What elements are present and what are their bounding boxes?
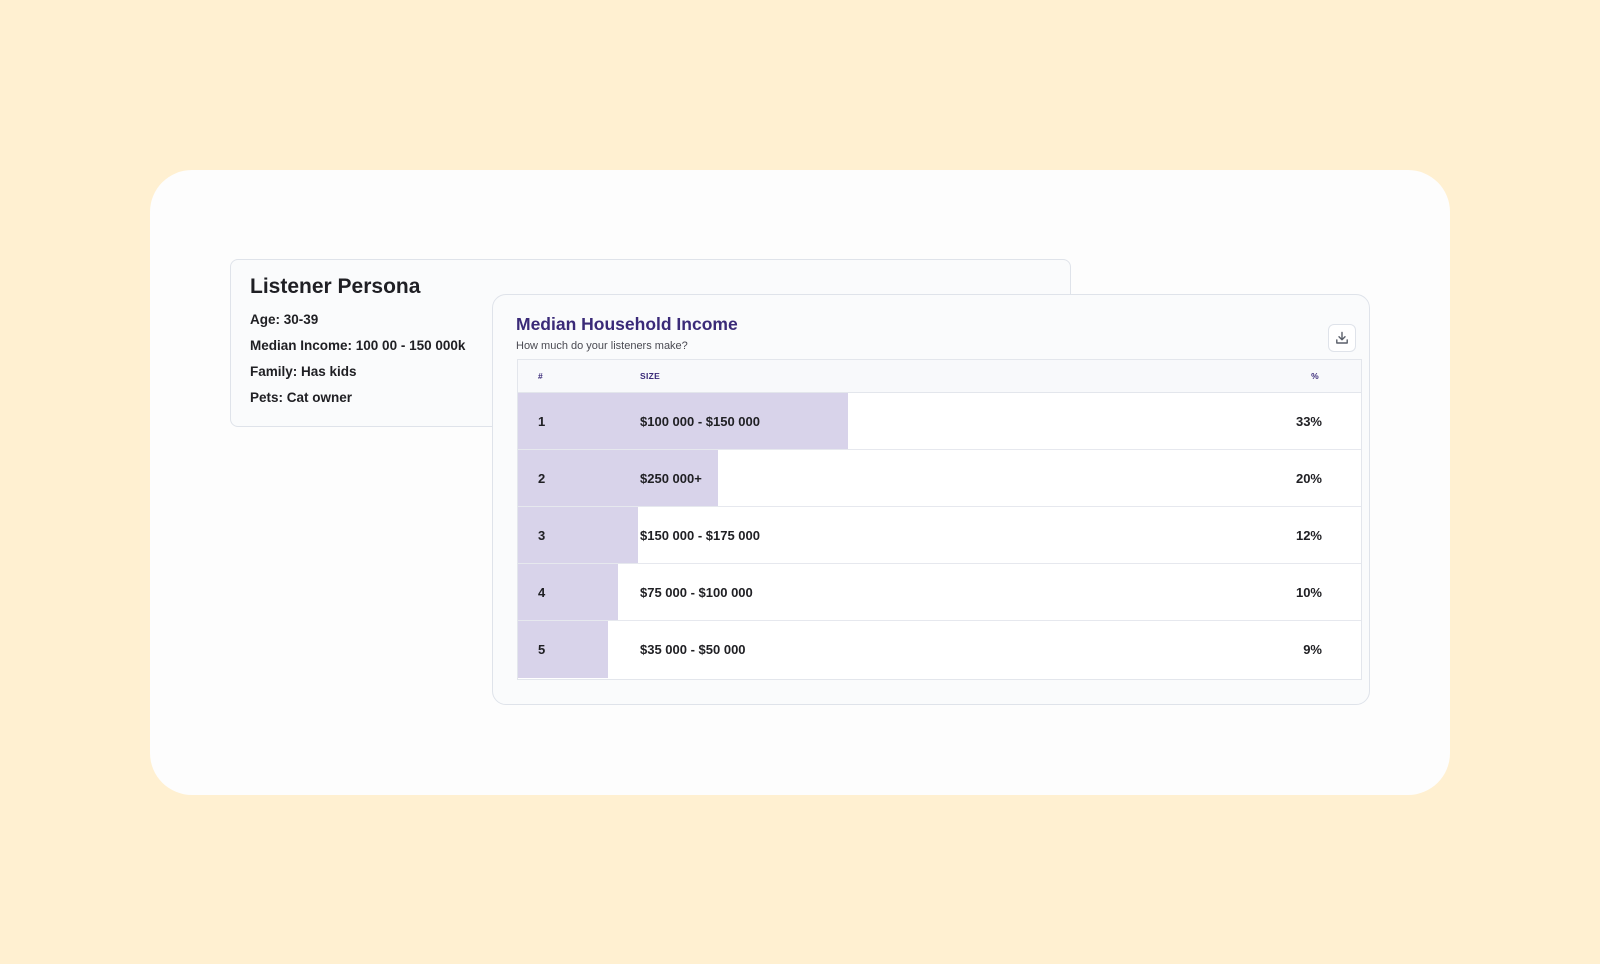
table-row: 2 $250 000+ 20% — [518, 450, 1361, 507]
row-rank: 2 — [538, 471, 546, 486]
row-percent: 33% — [1295, 414, 1322, 429]
row-size: $150 000 - $175 000 — [640, 528, 760, 543]
persona-family: Family: Has kids — [250, 364, 357, 379]
table-row: 1 $100 000 - $150 000 33% — [518, 393, 1361, 450]
persona-age: Age: 30-39 — [250, 312, 318, 327]
share-bar — [518, 450, 718, 506]
row-size: $100 000 - $150 000 — [640, 414, 760, 429]
persona-age-label: Age: — [250, 312, 280, 327]
column-header-percent: % — [1311, 371, 1319, 381]
table-header: # SIZE % — [518, 360, 1361, 393]
row-percent: 10% — [1295, 585, 1322, 600]
income-table: # SIZE % 1 $100 000 - $150 000 33% 2 $25… — [517, 359, 1362, 680]
persona-pets-label: Pets: — [250, 390, 284, 405]
persona-income-value: 100 00 - 150 000k — [355, 338, 466, 353]
persona-family-value: Has kids — [301, 364, 357, 379]
income-subtitle: How much do your listeners make? — [516, 340, 688, 352]
table-row: 3 $150 000 - $175 000 12% — [518, 507, 1361, 564]
row-rank: 5 — [538, 642, 546, 657]
row-size: $35 000 - $50 000 — [640, 642, 746, 657]
column-header-rank: # — [538, 371, 544, 381]
income-title: Median Household Income — [516, 314, 738, 334]
row-size: $250 000+ — [640, 471, 702, 486]
table-row: 4 $75 000 - $100 000 10% — [518, 564, 1361, 621]
persona-age-value: 30-39 — [283, 312, 319, 327]
persona-income-label: Median Income: — [250, 338, 353, 353]
download-icon — [1336, 331, 1348, 344]
row-percent: 12% — [1295, 528, 1322, 543]
persona-pets: Pets: Cat owner — [250, 390, 352, 405]
row-rank: 3 — [538, 528, 546, 543]
row-percent: 9% — [1303, 642, 1322, 657]
median-income-card: Median Household Income How much do your… — [492, 294, 1370, 705]
row-size: $75 000 - $100 000 — [640, 585, 753, 600]
row-rank: 4 — [538, 585, 546, 600]
row-rank: 1 — [538, 414, 546, 429]
row-percent: 20% — [1295, 471, 1322, 486]
persona-pets-value: Cat owner — [286, 390, 353, 405]
download-button[interactable] — [1328, 324, 1356, 352]
share-bar — [518, 564, 618, 620]
share-bar — [518, 393, 848, 449]
persona-income: Median Income: 100 00 - 150 000k — [250, 338, 465, 353]
persona-title: Listener Persona — [250, 275, 421, 298]
share-bar — [518, 507, 638, 563]
share-bar — [518, 621, 608, 678]
column-header-size: SIZE — [640, 371, 661, 381]
table-row: 5 $35 000 - $50 000 9% — [518, 621, 1361, 678]
persona-family-label: Family: — [250, 364, 298, 379]
